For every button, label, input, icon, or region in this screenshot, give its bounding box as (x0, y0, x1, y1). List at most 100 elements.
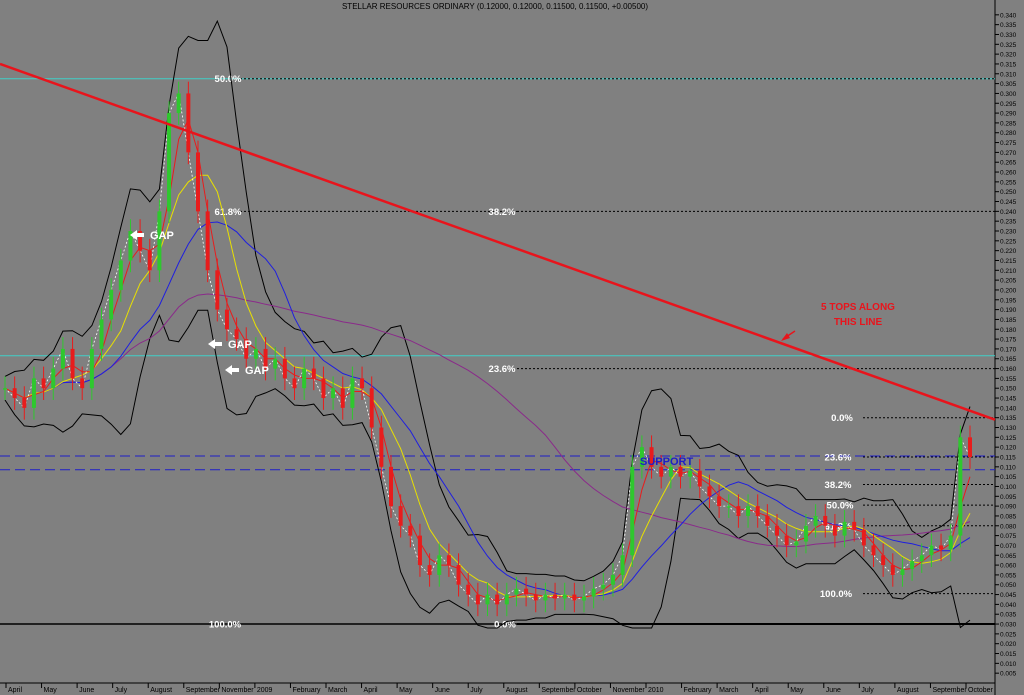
candle-body (533, 594, 538, 601)
candle-body (408, 525, 413, 536)
support-label: SUPPORT (640, 456, 693, 468)
candle-body (620, 555, 625, 575)
fib-label: 100.0% (209, 620, 242, 631)
candle-body (398, 506, 403, 526)
y-tick-label: 0.265 (1000, 160, 1017, 167)
x-tick-label: October (968, 687, 994, 694)
candle-body (263, 348, 268, 369)
candle-body (196, 152, 200, 212)
x-tick-label: 2010 (648, 687, 664, 694)
candle-body (282, 358, 287, 379)
x-tick-label: 2009 (257, 687, 273, 694)
y-tick-label: 0.250 (1000, 189, 1017, 196)
x-tick-label: May (44, 687, 58, 694)
y-tick-label: 0.290 (1000, 111, 1017, 118)
candle-body (601, 584, 606, 589)
candle-body (99, 319, 104, 349)
y-tick-label: 0.175 (1000, 337, 1017, 344)
y-tick-label: 0.040 (1000, 602, 1017, 609)
candle-body (803, 525, 808, 542)
price-candles (3, 81, 972, 617)
left-arrow-icon (225, 365, 239, 375)
y-tick-label: 0.335 (1000, 22, 1017, 29)
candle-body (118, 260, 123, 290)
y-tick-label: 0.245 (1000, 199, 1017, 206)
tops-label-line2: THIS LINE (834, 317, 883, 328)
trendline (0, 62, 996, 421)
candle-body (842, 521, 847, 536)
bollinger-upper (4, 19, 971, 582)
x-tick-label: July (470, 687, 483, 694)
candle-body (60, 348, 65, 369)
y-tick-label: 0.195 (1000, 297, 1017, 304)
y-tick-label: 0.180 (1000, 327, 1017, 334)
fib-label: 38.2% (825, 480, 852, 491)
candle-body (668, 466, 673, 477)
y-tick-label: 0.055 (1000, 572, 1017, 579)
candle-body (109, 289, 114, 320)
annotations: GAP GAP GAP SUPPORT 5 TOPS ALONG THIS LINE (130, 230, 895, 468)
candle-body (919, 555, 924, 562)
candle-body (138, 231, 143, 251)
x-tick-label: September (186, 687, 221, 694)
x-tick-label: October (577, 687, 603, 694)
candle-body (80, 378, 85, 389)
candle-body (900, 569, 905, 575)
y-tick-label: 0.300 (1000, 91, 1017, 98)
candle-body (775, 525, 779, 536)
candle-body (215, 270, 220, 310)
ma-blue (4, 221, 971, 598)
candle-body (813, 515, 818, 526)
x-tick-label: August (150, 687, 172, 694)
candle-body (12, 388, 17, 399)
x-tick-label: March (719, 687, 739, 694)
y-tick-label: 0.240 (1000, 209, 1017, 216)
y-tick-label: 0.100 (1000, 484, 1017, 491)
candle-body (524, 588, 529, 595)
x-tick-label: September (541, 687, 576, 694)
candle-body (688, 470, 693, 477)
price-dotted (4, 92, 971, 605)
candle-body (697, 470, 702, 487)
y-tick-label: 0.200 (1000, 287, 1017, 294)
candle-body (331, 388, 336, 399)
candle-body (369, 388, 374, 428)
candle-body (659, 466, 664, 477)
y-tick-label: 0.020 (1000, 641, 1017, 648)
y-tick-label: 0.135 (1000, 415, 1017, 422)
fib-label: 38.2% (489, 207, 516, 218)
candle-body (591, 588, 596, 597)
candle-body (784, 535, 789, 546)
y-tick-label: 0.275 (1000, 140, 1017, 147)
x-tick-label: November (221, 687, 254, 694)
candle-body (610, 574, 615, 585)
y-tick-label: 0.035 (1000, 612, 1017, 619)
x-axis: April May June July August September November 2… (5, 683, 994, 694)
x-tick-label: September (932, 687, 967, 694)
y-tick-label: 0.230 (1000, 229, 1017, 236)
y-tick-label: 0.030 (1000, 622, 1017, 629)
y-tick-label: 0.120 (1000, 445, 1017, 452)
candle-body (765, 515, 770, 526)
candle-body (22, 398, 27, 408)
x-tick-label: April (755, 687, 769, 694)
y-tick-label: 0.080 (1000, 523, 1017, 530)
candle-body (582, 596, 586, 601)
candle-body (167, 113, 172, 212)
candle-body (321, 378, 326, 399)
fib-label: 50.0% (215, 74, 242, 85)
candle-body (910, 561, 915, 570)
x-tick-label: April (8, 687, 22, 694)
bollinger-bands (4, 19, 971, 629)
candle-body (726, 506, 731, 508)
candle-body (823, 515, 828, 526)
candle-body (939, 545, 944, 550)
candle-body (466, 584, 471, 595)
left-arrow-icon (130, 230, 144, 240)
x-tick-label: May (399, 687, 413, 694)
candle-body (147, 250, 152, 271)
x-tick-label: August (506, 687, 528, 694)
candle-body (562, 594, 567, 599)
y-tick-label: 0.165 (1000, 356, 1017, 363)
